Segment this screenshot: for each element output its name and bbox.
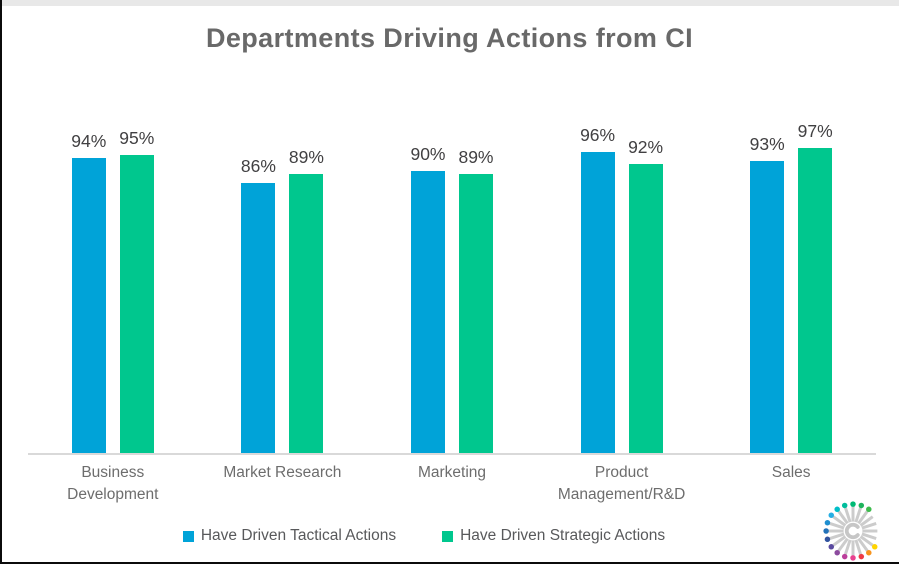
bar-group: 93% 97% [706, 121, 876, 454]
category-label: Market Research [223, 464, 342, 481]
x-axis-line [28, 453, 876, 455]
bottom-edge-border [0, 562, 899, 564]
bar-value-label: 92% [628, 137, 664, 158]
bar: 94% [71, 131, 106, 454]
bar-value-label: 89% [288, 146, 324, 167]
legend-swatch-icon [442, 530, 454, 542]
bar-value-label: 94% [71, 130, 107, 151]
bar: 89% [458, 147, 494, 454]
bar: 89% [289, 147, 324, 454]
bar-value-label: 86% [240, 156, 276, 177]
bar: 93% [750, 134, 785, 454]
bar-value-label: 90% [410, 143, 446, 164]
bar: 86% [241, 156, 276, 454]
bar-value-label: 96% [580, 124, 616, 145]
bar-group: 96% 92% [537, 125, 707, 454]
x-axis-labels: Business Development Market Research Market… [28, 462, 876, 505]
bar-value-label: 97% [797, 121, 833, 142]
left-edge-border [0, 0, 2, 564]
bar: 95% [119, 128, 154, 454]
bar-value-label: 93% [749, 134, 785, 155]
bar: 90% [410, 144, 446, 454]
bar: 96% [580, 125, 615, 454]
bar: 92% [628, 137, 663, 454]
chart-legend: Have Driven Tactical Actions Have Driven … [0, 527, 848, 545]
legend-label: Have Driven Strategic Actions [460, 527, 666, 544]
bar-group: 94% 95% [28, 128, 198, 454]
category-label: Sales [771, 464, 811, 481]
chart-title: Departments Driving Actions from CI [205, 23, 694, 53]
category-label: Marketing [417, 464, 487, 481]
legend-item: Have Driven Tactical Actions [182, 527, 397, 545]
top-edge-strip [0, 0, 899, 6]
bar-plot-area: 94% 95% 86% 89% 90% 89% 96% 92% 93% 97% [28, 121, 876, 454]
bar-group: 90% 89% [367, 139, 537, 454]
crayon-starburst-logo [823, 501, 878, 561]
legend-label: Have Driven Tactical Actions [200, 527, 397, 544]
category-label: Product Management/R&D [557, 464, 686, 503]
legend-item: Have Driven Strategic Actions [442, 527, 665, 545]
bar-value-label: 89% [458, 146, 494, 167]
bar: 97% [798, 121, 833, 454]
bar-value-label: 95% [119, 127, 155, 148]
legend-swatch-icon [182, 530, 194, 542]
bar-group: 86% 89% [198, 139, 368, 454]
category-label: Business Development [67, 464, 159, 503]
